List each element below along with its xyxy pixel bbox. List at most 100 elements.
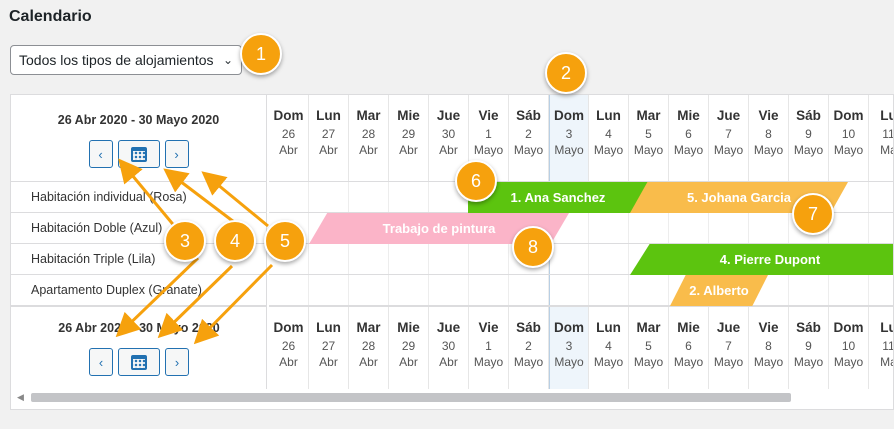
day-header-7: Dom 3 Mayo [549, 307, 589, 389]
room-label-row: Habitación Triple (Lila) [11, 244, 266, 275]
calendar-cell[interactable] [669, 213, 709, 243]
next-period-button[interactable]: › [165, 348, 189, 376]
day-month: Mayo [713, 355, 744, 369]
calendar-cell[interactable] [349, 182, 389, 212]
date-picker-button[interactable] [118, 348, 160, 376]
calendar-cell[interactable] [309, 182, 349, 212]
calendar-cell[interactable] [549, 275, 589, 305]
day-number: 10 [841, 127, 856, 141]
day-number: 2 [525, 127, 532, 141]
day-header-3: Mie 29 Abr [389, 307, 429, 389]
calendar-cell[interactable] [589, 213, 629, 243]
calendar-cell[interactable] [749, 275, 789, 305]
annotation-badge-5: 5 [264, 220, 306, 262]
calendar-cell[interactable] [749, 213, 789, 243]
day-month: Mayo [673, 355, 704, 369]
day-header-11: Jue 7 Mayo [709, 307, 749, 389]
calendar-cell[interactable] [429, 275, 469, 305]
calendar-cell[interactable] [709, 213, 749, 243]
day-month: Abr [359, 143, 378, 157]
day-name: Vie [478, 320, 499, 335]
day-header-8: Lun 4 Mayo [589, 95, 629, 181]
day-number: 8 [765, 339, 772, 353]
calendar-cell[interactable] [629, 275, 669, 305]
day-name: Mie [397, 108, 420, 123]
day-month: Mayo [593, 143, 624, 157]
day-header-7: Dom 3 Mayo [549, 95, 589, 181]
day-month: Mayo [713, 143, 744, 157]
day-number: 3 [565, 339, 573, 353]
calendar-cell[interactable] [349, 275, 389, 305]
day-number: 5 [645, 339, 652, 353]
annotation-badge-4: 4 [214, 220, 256, 262]
prev-period-button[interactable]: ‹ [89, 348, 113, 376]
accommodation-type-value: Todos los tipos de alojamientos [19, 52, 214, 68]
scrollbar-thumb[interactable] [31, 393, 791, 402]
calendar-cell[interactable] [789, 275, 829, 305]
calendar-cell[interactable] [509, 275, 549, 305]
day-number: 26 [281, 339, 296, 353]
calendar-cell[interactable] [829, 182, 869, 212]
horizontal-scrollbar[interactable]: ◀ [11, 391, 893, 403]
day-month: Mayo [513, 355, 544, 369]
day-header-12: Vie 8 Mayo [749, 307, 789, 389]
calendar-cell[interactable] [389, 244, 429, 274]
day-month: Abr [319, 355, 338, 369]
prev-period-button[interactable]: ‹ [88, 140, 113, 168]
day-name: Jue [436, 108, 461, 123]
day-name: Dom [273, 108, 304, 123]
calendar-cell[interactable] [269, 213, 309, 243]
day-number: 29 [401, 127, 416, 141]
day-number: 29 [401, 339, 416, 353]
booking-alberto[interactable]: 2. Alberto [670, 275, 768, 306]
calendar-cell[interactable] [829, 275, 869, 305]
day-header-6: Sáb 2 Mayo [509, 95, 549, 181]
calendar-cell[interactable] [269, 275, 309, 305]
booking-ana-sanchez[interactable]: 1. Ana Sanchez [468, 182, 648, 213]
day-header-2: Mar 28 Abr [349, 95, 389, 181]
day-name: Mie [677, 320, 700, 335]
day-month: Abr [399, 355, 418, 369]
day-number: 28 [361, 127, 376, 141]
booking-pierre-dupont[interactable]: 4. Pierre Dupont [630, 244, 893, 275]
day-month: Mayo [673, 143, 704, 157]
calendar-cell[interactable] [309, 244, 349, 274]
day-name: Dom [554, 108, 584, 123]
day-header-13: Sáb 9 Mayo [789, 307, 829, 389]
day-number: 1 [485, 339, 492, 353]
day-header-9: Mar 5 Mayo [629, 307, 669, 389]
day-month: Mayo [473, 143, 504, 157]
day-month: Mayo [633, 143, 664, 157]
day-number: 11 [882, 127, 894, 141]
scroll-left-icon[interactable]: ◀ [17, 392, 24, 402]
calendar-cell[interactable] [269, 244, 309, 274]
calendar-cell[interactable] [389, 275, 429, 305]
calendar-icon [131, 354, 147, 370]
calendar-cell[interactable] [269, 182, 309, 212]
day-name: Lun [316, 320, 341, 335]
calendar-cell[interactable] [469, 244, 509, 274]
calendar-cell[interactable] [589, 244, 629, 274]
day-number: 6 [685, 339, 692, 353]
day-number: 2 [525, 339, 532, 353]
day-header-10: Mie 6 Mayo [669, 307, 709, 389]
next-period-button[interactable]: › [164, 140, 189, 168]
day-name: Jue [716, 320, 741, 335]
day-header-15: Lu 11 Ma [869, 95, 894, 181]
calendar-cell[interactable] [829, 213, 869, 243]
calendar-cell[interactable] [389, 182, 429, 212]
calendar-cell[interactable] [429, 244, 469, 274]
day-header-0: Dom 26 Abr [269, 307, 309, 389]
calendar-cell[interactable] [469, 275, 509, 305]
calendar-cell[interactable] [309, 275, 349, 305]
day-month: Mayo [793, 143, 824, 157]
day-month: Abr [279, 355, 298, 369]
day-month: Ma [880, 143, 893, 157]
calendar-cell[interactable] [349, 244, 389, 274]
calendar-cell[interactable] [629, 213, 669, 243]
day-month: Abr [279, 143, 298, 157]
day-name: Mar [636, 108, 661, 123]
day-header-15: Lu 11 Ma [869, 307, 893, 389]
calendar-cell[interactable] [589, 275, 629, 305]
